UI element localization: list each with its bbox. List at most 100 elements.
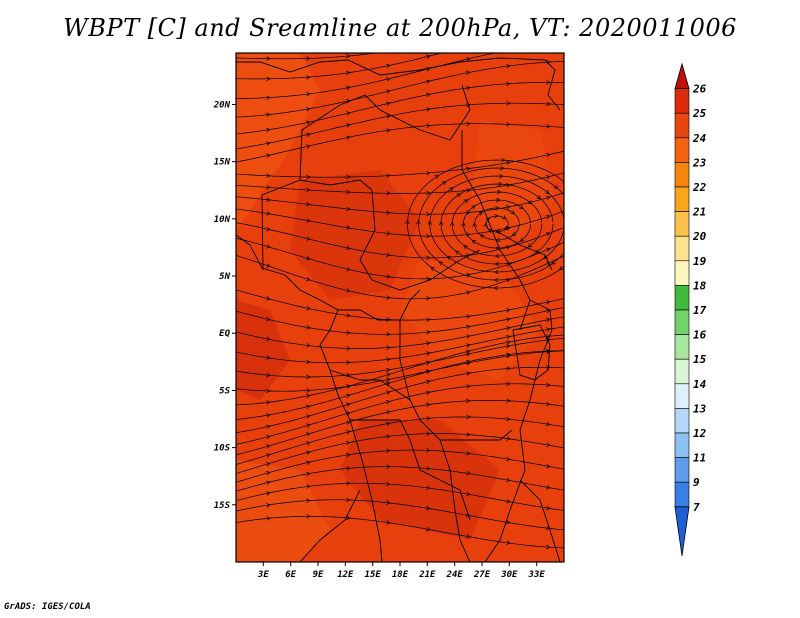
streamline-arrow <box>495 237 501 243</box>
streamline-arrow <box>466 324 471 330</box>
chart-title: WBPT [C] and Sreamline at 200hPa, VT: 20… <box>63 14 737 42</box>
colorbar-label: 19 <box>693 255 707 268</box>
streamline-arrow <box>266 56 271 61</box>
streamline-arrow <box>546 348 551 354</box>
streamline-arrow <box>306 414 311 419</box>
colorbar-segment <box>674 285 690 311</box>
streamline-arrow <box>466 334 471 339</box>
streamline-arrow <box>346 99 351 104</box>
streamline-arrow <box>266 462 271 467</box>
streamline-arrow <box>386 77 391 82</box>
streamline-arrow <box>386 317 391 322</box>
streamline-arrow <box>466 384 471 389</box>
streamline <box>236 150 564 178</box>
streamline-arrow <box>306 343 311 348</box>
streamline <box>418 167 564 281</box>
streamline-arrow <box>386 372 391 378</box>
streamline-arrow <box>306 359 311 365</box>
colorbar-label: 11 <box>693 452 706 465</box>
streamline-arrow <box>426 351 431 356</box>
streamline-arrow <box>346 346 351 351</box>
border-line <box>512 324 551 381</box>
streamline-arrow <box>506 334 511 340</box>
streamline-arrow <box>500 165 505 171</box>
streamline-arrow <box>346 402 351 407</box>
streamline-arrow <box>506 122 511 127</box>
map-area <box>235 34 565 563</box>
streamline-arrow <box>506 352 511 357</box>
streamline-arrow <box>546 152 551 158</box>
streamline-arrow <box>266 434 271 440</box>
streamline-arrow <box>466 414 471 420</box>
streamline-arrow <box>426 42 430 46</box>
streamline-arrow <box>438 220 444 226</box>
streamline-arrow <box>426 296 431 301</box>
colorbar-label: 14 <box>693 378 707 391</box>
streamline-arrow <box>546 544 551 550</box>
lon-tick-label: 30E <box>500 570 518 580</box>
streamline-arrow <box>546 195 551 201</box>
streamline-arrow <box>426 448 431 453</box>
streamline-arrow <box>266 263 271 268</box>
streamline-arrow <box>386 210 391 215</box>
streamline-arrow <box>506 499 511 504</box>
border-line <box>299 489 361 562</box>
streamline-arrow <box>416 219 421 225</box>
colorbar-segment <box>674 481 690 508</box>
streamline-arrow <box>426 379 431 385</box>
colorbar-segment <box>674 235 690 262</box>
streamline-arrow <box>386 274 391 279</box>
streamline-arrow <box>306 120 311 125</box>
streamline-arrow <box>466 314 471 319</box>
streamline <box>236 383 564 445</box>
streamline-arrow <box>306 404 311 409</box>
streamline-arrow <box>493 277 499 283</box>
streamline-arrow <box>346 411 351 416</box>
streamline-arrow <box>546 349 551 354</box>
streamline-arrow <box>426 107 431 112</box>
streamline-arrow <box>494 261 500 267</box>
streamline <box>236 400 564 456</box>
streamline-arrow <box>426 276 431 282</box>
streamline-arrow <box>386 173 391 178</box>
streamline-arrow <box>506 520 511 525</box>
streamline-arrow <box>546 337 551 343</box>
colorbar-segment <box>674 383 690 409</box>
lat-tick-label: 20N <box>213 100 231 110</box>
streamline <box>429 175 564 273</box>
streamline-arrow <box>386 295 391 300</box>
streamline-arrow <box>506 100 511 106</box>
streamline-arrow <box>306 514 311 519</box>
streamline-arrow <box>478 211 484 216</box>
streamline-arrow <box>466 471 471 476</box>
streamline-arrow <box>434 175 439 180</box>
streamline-arrow <box>346 420 351 425</box>
streamline-arrow <box>386 114 391 119</box>
streamline-arrow <box>546 334 551 339</box>
streamline-arrow <box>426 526 431 532</box>
streamline-arrow <box>306 450 311 455</box>
streamline-arrow <box>266 197 271 202</box>
streamline-arrow <box>466 85 471 91</box>
streamline-arrow <box>506 456 511 462</box>
streamline-arrow <box>506 416 511 422</box>
streamline-arrow <box>266 296 271 301</box>
colorbar-label: 18 <box>693 279 707 292</box>
wbpt-patch <box>236 460 330 562</box>
streamline-arrow <box>506 344 511 349</box>
colorbar-label: 25 <box>692 107 707 120</box>
streamline-arrow <box>546 365 551 370</box>
streamline-arrow <box>306 202 311 207</box>
colorbar-segment <box>674 88 690 114</box>
streamline-arrow <box>546 525 551 531</box>
border-line <box>359 189 481 291</box>
border-line <box>236 57 561 111</box>
streamline-arrow <box>346 85 351 91</box>
streamline-arrow <box>506 340 511 345</box>
streamline <box>236 350 564 420</box>
streamline-arrow <box>494 253 500 259</box>
streamline-arrow <box>426 485 431 491</box>
streamline-arrow <box>506 34 510 38</box>
streamline-arrow <box>266 480 271 485</box>
streamline-arrow <box>266 76 271 82</box>
